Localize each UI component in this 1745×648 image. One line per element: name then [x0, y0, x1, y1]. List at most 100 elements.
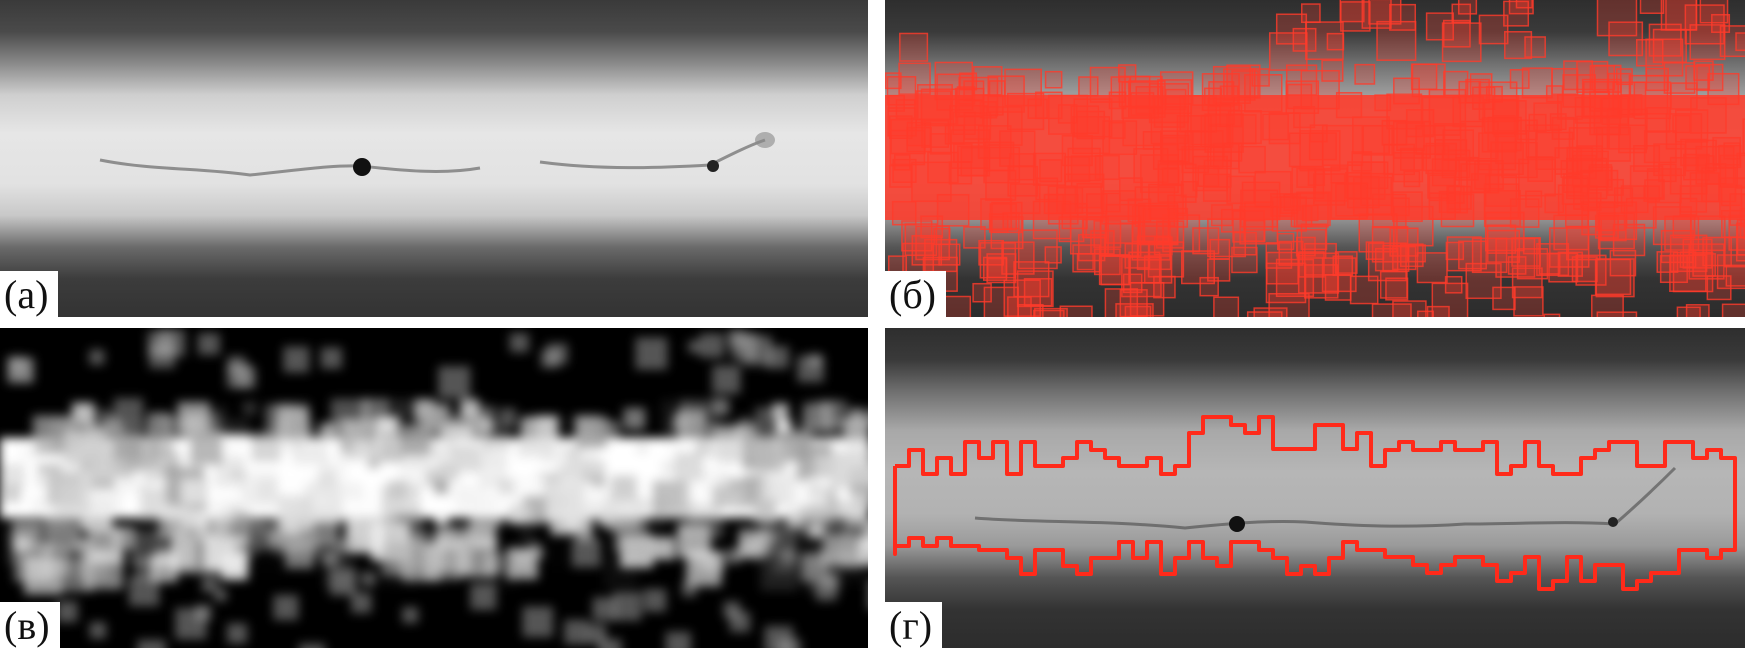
- mask-blob: [53, 440, 91, 478]
- detection-box: [1663, 62, 1696, 94]
- panel-label: (а): [0, 271, 59, 317]
- detection-box: [1720, 184, 1743, 207]
- detection-box: [1392, 300, 1427, 317]
- detection-boxes: [885, 0, 1745, 317]
- detection-box: [1492, 95, 1520, 123]
- detection-box: [1300, 69, 1340, 110]
- detection-box: [1669, 254, 1707, 293]
- detection-box: [1207, 97, 1235, 126]
- mask-blob: [329, 569, 357, 596]
- mask-blob: [753, 499, 777, 523]
- detection-box: [920, 88, 957, 125]
- detection-box: [980, 198, 1013, 231]
- mask-blob: [2, 506, 34, 537]
- detection-box: [1161, 167, 1180, 185]
- detection-box: [1226, 175, 1255, 205]
- detection-box: [1576, 115, 1610, 150]
- mask-blob: [423, 543, 461, 581]
- detection-box: [1685, 304, 1710, 317]
- mask-blob: [867, 579, 868, 610]
- detection-box: [982, 256, 1008, 281]
- mask-blob: [212, 497, 235, 520]
- mask-blob: [515, 549, 532, 565]
- detection-box: [1509, 69, 1530, 89]
- detection-box: [1063, 156, 1091, 183]
- mask-blob: [367, 456, 380, 470]
- detection-box: [1648, 23, 1682, 57]
- mask-blob: [809, 483, 823, 497]
- detection-box: [1521, 67, 1553, 99]
- detection-box: [1629, 165, 1664, 199]
- weld-defect-crack: [99, 132, 775, 177]
- detection-box: [1374, 247, 1399, 272]
- mask-blob: [14, 536, 30, 552]
- mask-blob: [661, 459, 677, 475]
- detection-box: [1033, 309, 1065, 317]
- detection-box: [924, 238, 958, 273]
- detection-box: [1445, 241, 1465, 261]
- detection-box: [1393, 205, 1434, 247]
- mask-blob: [738, 536, 761, 558]
- detection-box: [1219, 104, 1243, 128]
- detection-box: [936, 193, 970, 227]
- mask-blob: [91, 487, 123, 519]
- detection-box: [1253, 307, 1288, 317]
- mask-blob: [375, 416, 401, 441]
- panel-b-detection-overlay: (б): [885, 0, 1745, 317]
- detection-box: [886, 76, 917, 106]
- mask-blob: [247, 522, 265, 541]
- detection-box: [999, 130, 1036, 167]
- detection-box: [1349, 275, 1379, 305]
- detection-box: [1094, 154, 1120, 181]
- detection-box: [1280, 195, 1299, 214]
- detection-box: [888, 94, 905, 112]
- detection-box: [1108, 121, 1126, 139]
- detection-box: [1736, 152, 1745, 189]
- detection-box: [1392, 151, 1424, 183]
- detection-box: [1576, 60, 1609, 93]
- detection-box: [1511, 267, 1543, 299]
- detection-box: [1465, 78, 1490, 104]
- mask-blob: [113, 430, 143, 460]
- detection-box: [1515, 0, 1533, 9]
- mask-blob: [664, 425, 688, 450]
- mask-blob: [766, 530, 780, 544]
- detection-box: [1389, 3, 1417, 31]
- mask-blob: [380, 438, 406, 463]
- detection-box: [1376, 20, 1417, 61]
- detection-box: [1466, 160, 1500, 194]
- mask-blob: [514, 504, 533, 523]
- detection-box: [1452, 95, 1484, 128]
- mask-blob: [604, 555, 638, 589]
- detection-box: [1100, 254, 1132, 286]
- mask-blob: [118, 458, 153, 493]
- mask-blob: [412, 404, 451, 443]
- detection-box: [1444, 275, 1463, 294]
- mask-blob: [434, 510, 449, 525]
- mask-blob: [344, 482, 363, 501]
- mask-blob: [477, 458, 508, 488]
- detection-box: [1595, 258, 1635, 298]
- detection-box: [1032, 152, 1067, 186]
- mask-blob: [75, 537, 92, 553]
- mask-blob: [351, 592, 372, 614]
- detection-box: [1478, 81, 1518, 121]
- detection-box: [963, 112, 992, 140]
- mask-blob: [564, 619, 589, 645]
- detection-box: [1379, 270, 1408, 299]
- detection-box: [1571, 256, 1598, 283]
- mask-blob: [197, 333, 220, 355]
- detection-box: [1725, 264, 1745, 287]
- mask-blob: [89, 622, 107, 639]
- mask-blob: [772, 449, 789, 466]
- detection-box: [1292, 27, 1317, 52]
- detection-box: [1675, 109, 1709, 143]
- mask-blob: [522, 606, 553, 638]
- detection-box: [1069, 215, 1109, 255]
- detection-box: [1118, 177, 1143, 202]
- mask-blob: [635, 337, 668, 370]
- binary-mask: [0, 329, 868, 648]
- detection-box: [1127, 198, 1152, 223]
- detection-box: [1742, 118, 1745, 155]
- mask-blob: [189, 432, 223, 465]
